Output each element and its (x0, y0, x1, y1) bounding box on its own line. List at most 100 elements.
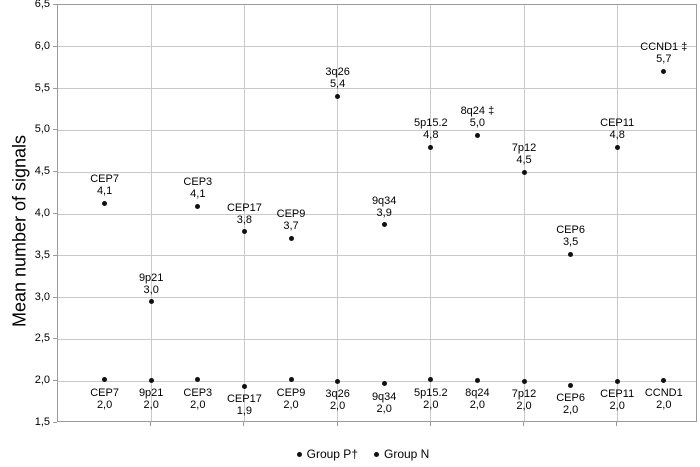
legend-label-group-p: Group P† (306, 447, 358, 461)
data-point-name: 7p12 (511, 388, 537, 401)
data-point-value: 2,0 (283, 398, 299, 411)
data-point-name: CEP17 (226, 393, 262, 406)
y-tick-mark (53, 380, 57, 382)
y-gridline (58, 255, 696, 257)
data-point-name: CEP7 (90, 173, 119, 186)
legend-item-group-p: Group P† (296, 447, 358, 461)
data-point-name: 5p15.2 (413, 117, 448, 130)
data-point-label: CEP11 4,8 (575, 117, 659, 141)
data-point-dot (335, 93, 341, 99)
data-point-dot (381, 222, 387, 228)
y-tick-label: 6,5 (34, 0, 50, 10)
data-point-name: CEP9 (276, 386, 306, 399)
data-point-name: CEP9 (276, 208, 306, 221)
data-point-label: CCND1 ‡ 5,7 (622, 41, 700, 65)
data-point-dot (195, 203, 201, 209)
data-point-label: 9p21 2,0 (109, 387, 193, 411)
y-tick-mark (53, 129, 57, 131)
data-point-dot (568, 251, 574, 257)
x-tick-mark (616, 422, 618, 426)
data-point-label: 9p21 3,0 (109, 272, 193, 296)
data-point-value: 2,0 (376, 402, 392, 415)
data-point-label: CEP6 2,0 (529, 392, 613, 416)
data-point-name: 5p15.2 (413, 386, 448, 399)
data-point-dot (521, 169, 527, 175)
data-point-value: 2,0 (143, 399, 159, 412)
data-point-label: CEP17 3,8 (202, 202, 286, 226)
plot-area: CEP7 4,1 9p21 3,0 CEP3 4,1 CEP17 3,8 CEP9 3,7 3q26… (57, 4, 697, 422)
y-tick-label: 3,0 (34, 290, 50, 303)
x-gridline (616, 5, 618, 421)
data-point-value: 4,8 (423, 129, 439, 142)
data-point-value: 3,0 (143, 283, 159, 296)
y-tick-mark (53, 296, 57, 298)
data-point-value: 2,0 (190, 398, 206, 411)
y-tick-mark (53, 338, 57, 340)
data-point-dot (148, 299, 154, 305)
data-point-value: 3,8 (236, 213, 253, 226)
x-tick-mark (150, 422, 152, 426)
y-gridline (58, 129, 696, 131)
data-point-label: 3q26 2,0 (296, 388, 380, 412)
data-point-name: 9q34 (371, 194, 397, 207)
data-point-value: 2,0 (96, 398, 113, 411)
data-point-value: 3,7 (283, 220, 299, 233)
data-point-value: 2,0 (516, 400, 532, 413)
data-point-value: 5,0 (469, 117, 486, 130)
data-point-label: 8q24 2,0 (435, 387, 519, 411)
data-point-dot (195, 377, 201, 383)
y-tick-mark (53, 213, 57, 214)
data-point-name: 8q24 (465, 387, 490, 400)
data-point-label: CEP6 3,5 (529, 224, 613, 248)
y-tick-label: 4,5 (34, 165, 50, 178)
data-point-dot (474, 132, 480, 138)
data-point-dot (661, 68, 667, 74)
data-point-name: CEP3 (183, 386, 213, 399)
data-point-name: CCND1 ‡ (640, 41, 688, 54)
data-point-label: CEP17 1,9 (202, 393, 286, 417)
data-point-name: 3q26 (325, 66, 350, 79)
data-point-name: CEP17 (226, 201, 262, 214)
data-point-name: CEP6 (556, 392, 585, 405)
data-point-label: CEP7 4,1 (63, 173, 147, 197)
data-point-name: CEP6 (556, 224, 585, 237)
group-n-marker-icon (374, 451, 379, 457)
x-gridline (150, 5, 152, 421)
y-tick-mark (53, 171, 57, 173)
data-point-dot (241, 383, 247, 389)
y-gridline (58, 46, 696, 48)
data-point-label: 3q26 5,4 (296, 66, 380, 90)
data-point-value: 2,0 (329, 400, 346, 413)
data-point-value: 2,0 (469, 399, 486, 412)
y-gridline (58, 297, 696, 299)
y-tick-mark (53, 45, 57, 47)
y-gridline (58, 88, 696, 90)
legend: Group P† Group N (13, 447, 700, 461)
y-tick-label: 2,5 (34, 332, 50, 345)
data-point-dot (335, 378, 341, 384)
data-point-dot (148, 377, 154, 383)
data-point-name: 3q26 (325, 388, 350, 401)
data-point-label: 9q34 2,0 (342, 391, 426, 415)
data-point-name: CEP7 (90, 386, 119, 399)
x-tick-mark (429, 422, 431, 426)
data-point-dot (288, 377, 294, 383)
y-tick-mark (53, 87, 57, 89)
x-tick-mark (523, 422, 524, 426)
data-point-value: 4,1 (96, 185, 113, 198)
data-point-dot (474, 377, 480, 383)
y-gridline (58, 380, 696, 382)
data-point-value: 2,0 (423, 398, 439, 411)
data-point-value: 3,5 (562, 236, 579, 249)
y-tick-mark (53, 4, 57, 5)
data-point-dot (381, 381, 387, 387)
data-point-label: CEP11 2,0 (575, 388, 659, 412)
data-point-label: 8q24 ‡ 5,0 (435, 105, 519, 129)
x-gridline (337, 5, 339, 421)
data-point-name: CEP11 (600, 117, 635, 130)
x-gridline (430, 5, 432, 421)
data-point-label: 7p12 4,5 (482, 142, 566, 166)
y-gridline (58, 171, 696, 173)
data-point-name: 9p21 (138, 271, 164, 284)
